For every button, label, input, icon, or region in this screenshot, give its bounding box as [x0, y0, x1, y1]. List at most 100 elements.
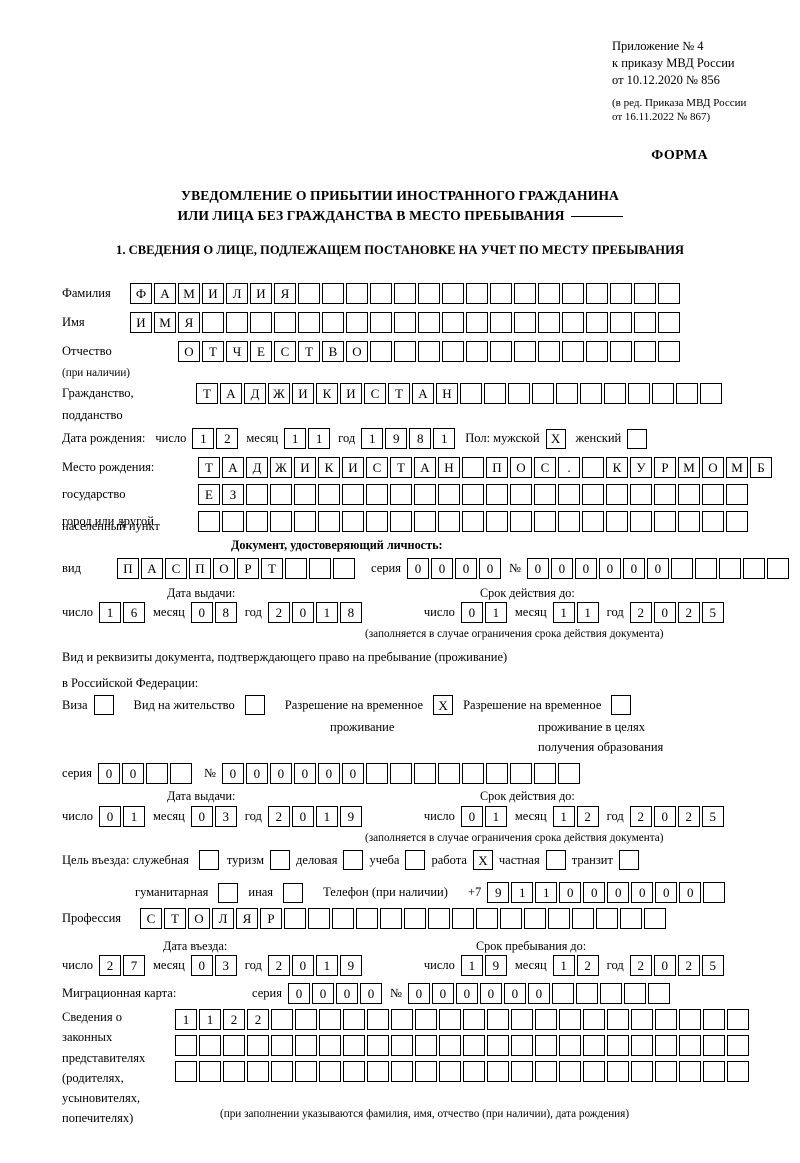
form-cell[interactable]	[610, 312, 632, 333]
form-cell[interactable]	[606, 511, 628, 532]
form-cell[interactable]: 1	[511, 882, 534, 903]
form-cell[interactable]: О	[510, 457, 532, 478]
form-cell[interactable]	[582, 457, 604, 478]
form-cell[interactable]	[285, 558, 307, 579]
form-cell[interactable]: Б	[750, 457, 772, 478]
form-cell[interactable]	[631, 1035, 653, 1056]
form-cell[interactable]: 0	[121, 763, 144, 784]
form-cell[interactable]: 1	[433, 428, 456, 449]
form-cell[interactable]	[538, 312, 560, 333]
form-cell[interactable]	[487, 1035, 509, 1056]
form-cell[interactable]	[476, 908, 498, 929]
form-cell[interactable]	[271, 1035, 293, 1056]
form-cell[interactable]: Р	[237, 558, 259, 579]
form-cell[interactable]	[511, 1061, 533, 1082]
form-cell[interactable]: А	[220, 383, 242, 404]
form-cell[interactable]	[726, 511, 748, 532]
form-cell[interactable]	[462, 511, 484, 532]
form-cell[interactable]	[404, 908, 426, 929]
form-cell[interactable]	[394, 312, 416, 333]
form-cell[interactable]	[607, 1009, 629, 1030]
form-cell[interactable]: 2	[576, 955, 599, 976]
form-cell[interactable]	[442, 312, 464, 333]
form-cell[interactable]: 0	[359, 983, 382, 1004]
form-cell[interactable]	[630, 511, 652, 532]
form-cell[interactable]	[727, 1035, 749, 1056]
form-cell[interactable]: И	[250, 283, 272, 304]
form-cell[interactable]	[514, 312, 536, 333]
form-cell[interactable]: 0	[607, 882, 630, 903]
form-cell[interactable]	[342, 511, 364, 532]
form-cell[interactable]	[295, 1035, 317, 1056]
form-cell[interactable]: 2	[576, 806, 599, 827]
form-cell[interactable]: О	[188, 908, 210, 929]
form-cell[interactable]	[514, 283, 536, 304]
form-cell[interactable]: 0	[293, 763, 316, 784]
form-cell[interactable]	[490, 312, 512, 333]
form-cell[interactable]	[654, 511, 676, 532]
form-cell[interactable]: 2	[629, 806, 652, 827]
form-cell[interactable]	[582, 484, 604, 505]
form-cell[interactable]: И	[340, 383, 362, 404]
form-cell[interactable]	[270, 484, 292, 505]
form-cell[interactable]	[343, 1009, 365, 1030]
sex-male-checkbox[interactable]: X	[545, 428, 566, 449]
form-cell[interactable]	[727, 1009, 749, 1030]
purpose-business-checkbox[interactable]	[343, 850, 364, 870]
form-cell[interactable]: 0	[431, 983, 454, 1004]
form-cell[interactable]	[652, 383, 674, 404]
form-cell[interactable]	[559, 1009, 581, 1030]
form-cell[interactable]: 0	[527, 983, 550, 1004]
form-cell[interactable]: 0	[655, 882, 678, 903]
form-cell[interactable]: О	[213, 558, 235, 579]
form-cell[interactable]	[318, 511, 340, 532]
form-cell[interactable]: 1	[123, 806, 146, 827]
form-cell[interactable]: 2	[629, 602, 652, 623]
form-cell[interactable]: И	[342, 457, 364, 478]
form-cell[interactable]	[644, 908, 666, 929]
form-cell[interactable]: 0	[653, 806, 676, 827]
form-cell[interactable]: 0	[574, 558, 597, 579]
form-cell[interactable]	[367, 1061, 389, 1082]
form-cell[interactable]: С	[366, 457, 388, 478]
form-cell[interactable]: О	[346, 341, 368, 362]
form-cell[interactable]	[631, 1061, 653, 1082]
form-cell[interactable]: В	[322, 341, 344, 362]
form-cell[interactable]	[702, 511, 724, 532]
form-cell[interactable]	[415, 1061, 437, 1082]
form-cell[interactable]	[533, 763, 556, 784]
form-cell[interactable]	[599, 983, 622, 1004]
form-cell[interactable]: 8	[339, 602, 362, 623]
form-cell[interactable]	[365, 763, 388, 784]
form-cell[interactable]	[175, 1061, 197, 1082]
form-cell[interactable]	[246, 484, 268, 505]
form-cell[interactable]	[655, 1009, 677, 1030]
form-cell[interactable]	[500, 908, 522, 929]
form-cell[interactable]: 2	[677, 602, 700, 623]
form-cell[interactable]	[223, 1035, 245, 1056]
form-cell[interactable]: 0	[430, 558, 453, 579]
form-cell[interactable]	[198, 511, 220, 532]
form-cell[interactable]	[486, 511, 508, 532]
form-cell[interactable]: 0	[460, 806, 483, 827]
form-cell[interactable]	[356, 908, 378, 929]
form-cell[interactable]	[461, 763, 484, 784]
form-cell[interactable]: 9	[339, 955, 362, 976]
form-cell[interactable]	[346, 312, 368, 333]
form-cell[interactable]	[274, 312, 296, 333]
form-cell[interactable]: 1	[460, 955, 483, 976]
form-cell[interactable]: Д	[246, 457, 268, 478]
form-cell[interactable]	[514, 341, 536, 362]
form-cell[interactable]	[631, 1009, 653, 1030]
form-cell[interactable]	[490, 341, 512, 362]
form-cell[interactable]: 0	[503, 983, 526, 1004]
form-cell[interactable]: 9	[385, 428, 408, 449]
form-cell[interactable]	[610, 341, 632, 362]
